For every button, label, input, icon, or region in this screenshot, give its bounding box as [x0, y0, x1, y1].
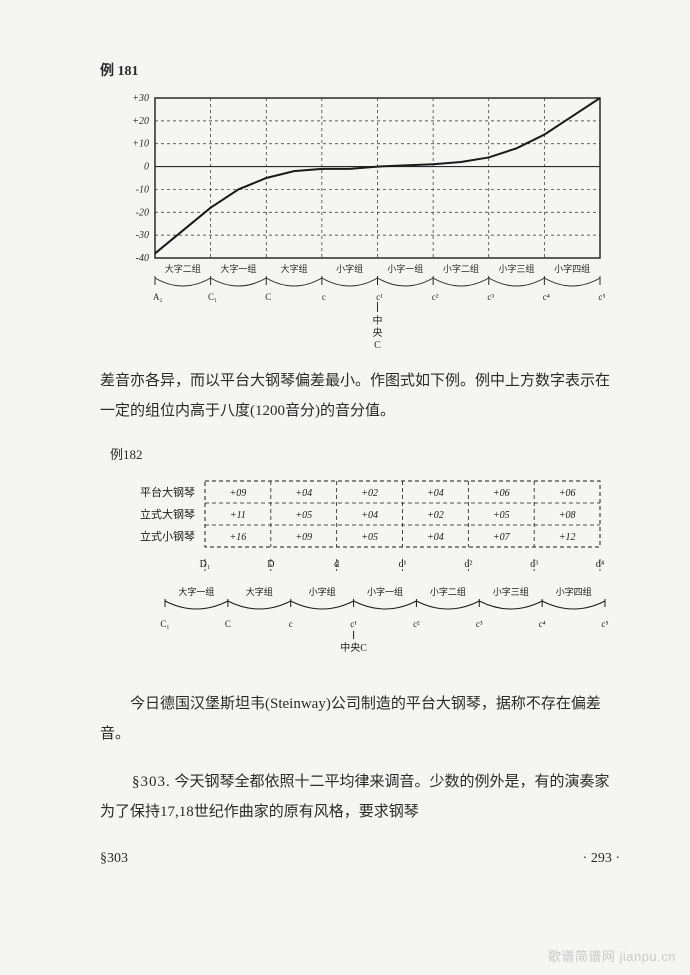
chart-181-container: +30 +20 +10 0 -10 -20 -30 -40 大字二组 大字一组 大字组 小字组 小字一组…: [110, 88, 610, 348]
svg-text:小字一组: 小字一组: [367, 586, 403, 597]
svg-text:+20: +20: [132, 116, 149, 127]
svg-text:小字四组: 小字四组: [554, 263, 590, 274]
svg-text:c: c: [322, 292, 326, 302]
table-182-svg: 平台大钢琴立式大钢琴立式小钢琴 +09 +04 +02 +04 +06 +06 +11 +05 +…: [110, 471, 610, 671]
svg-text:c²: c²: [432, 292, 439, 302]
svg-text:-40: -40: [136, 253, 149, 264]
paragraph-3: §303. 今天钢琴全都依照十二平均律来调音。少数的例外是，有的演奏家为了保持1…: [100, 767, 620, 827]
svg-text:立式大钢琴: 立式大钢琴: [140, 507, 195, 521]
svg-text:+04: +04: [427, 488, 444, 499]
svg-text:d⁴: d⁴: [596, 559, 605, 570]
footer-section-ref: §303: [100, 851, 128, 867]
example-182-label: 例182: [110, 444, 620, 463]
table-182-container: 平台大钢琴立式大钢琴立式小钢琴 +09 +04 +02 +04 +06 +06 +11 +05 +…: [110, 471, 610, 671]
svg-text:+09: +09: [295, 532, 312, 543]
svg-text:+02: +02: [361, 488, 378, 499]
svg-text:C: C: [225, 619, 231, 629]
svg-text:+04: +04: [427, 532, 444, 543]
svg-text:立式小钢琴: 立式小钢琴: [140, 529, 195, 543]
svg-text:-10: -10: [136, 184, 149, 195]
svg-text:央: 央: [373, 326, 383, 339]
svg-text:c⁵: c⁵: [601, 619, 608, 629]
svg-text:d¹: d¹: [399, 559, 407, 570]
svg-text:c³: c³: [487, 292, 494, 302]
svg-text:+05: +05: [493, 510, 510, 521]
svg-text:+30: +30: [132, 93, 149, 104]
svg-text:小字组: 小字组: [336, 263, 363, 274]
svg-text:+08: +08: [559, 510, 576, 521]
svg-text:c¹: c¹: [376, 292, 383, 302]
page-footer: §303 · 293 ·: [100, 851, 620, 867]
svg-text:d: d: [334, 559, 339, 570]
svg-text:小字二组: 小字二组: [443, 263, 479, 274]
paragraph-2: 今日德国汉堡斯坦韦(Steinway)公司制造的平台大钢琴，据称不存在偏差音。: [100, 689, 620, 749]
svg-text:c²: c²: [413, 619, 420, 629]
svg-text:+04: +04: [295, 488, 312, 499]
svg-text:大字一组: 大字一组: [178, 586, 214, 597]
example-181-label: 例 181: [100, 60, 620, 80]
svg-text:C: C: [374, 340, 381, 348]
svg-text:中: 中: [373, 314, 383, 327]
svg-text:A₂: A₂: [153, 292, 163, 302]
svg-text:c¹: c¹: [350, 619, 357, 629]
svg-text:d²: d²: [464, 559, 472, 570]
svg-text:-30: -30: [136, 230, 149, 241]
svg-text:c⁵: c⁵: [598, 292, 605, 302]
paragraph-1: 差音亦各异，而以平台大钢琴偏差最小。作图式如下例。例中上方数字表示在一定的组位内…: [100, 366, 620, 426]
svg-text:D₁: D₁: [200, 559, 211, 570]
svg-text:D: D: [267, 559, 274, 570]
svg-text:C₁: C₁: [208, 292, 217, 302]
svg-text:+09: +09: [230, 488, 247, 499]
svg-text:+05: +05: [361, 532, 378, 543]
svg-text:小字二组: 小字二组: [430, 586, 466, 597]
svg-text:+02: +02: [427, 510, 444, 521]
footer-page-number: · 293 ·: [583, 851, 620, 867]
svg-text:-20: -20: [136, 207, 149, 218]
svg-text:小字三组: 小字三组: [493, 586, 529, 597]
svg-text:+04: +04: [361, 510, 378, 521]
svg-text:+12: +12: [559, 532, 576, 543]
svg-text:C₁: C₁: [160, 619, 169, 629]
svg-text:+10: +10: [132, 139, 149, 150]
svg-text:+05: +05: [295, 510, 312, 521]
svg-text:+06: +06: [493, 488, 510, 499]
section-303-heading: §303.: [100, 774, 171, 790]
svg-text:+16: +16: [230, 532, 247, 543]
svg-text:平台大钢琴: 平台大钢琴: [140, 485, 195, 499]
svg-text:小字组: 小字组: [309, 586, 336, 597]
svg-text:小字三组: 小字三组: [499, 263, 535, 274]
svg-text:+11: +11: [230, 510, 246, 521]
svg-text:C: C: [265, 292, 271, 302]
svg-text:c⁴: c⁴: [543, 292, 550, 302]
svg-text:小字四组: 小字四组: [556, 586, 592, 597]
chart-181-svg: +30 +20 +10 0 -10 -20 -30 -40 大字二组 大字一组 大字组 小字组 小字一组…: [110, 88, 610, 348]
svg-text:大字二组: 大字二组: [165, 263, 201, 274]
svg-text:c⁴: c⁴: [539, 619, 546, 629]
svg-text:大字一组: 大字一组: [220, 263, 256, 274]
svg-text:+06: +06: [559, 488, 576, 499]
svg-text:0: 0: [144, 162, 149, 173]
svg-text:+07: +07: [493, 532, 511, 543]
watermark: 歌谱简谱网 jianpu.cn: [548, 946, 676, 965]
svg-text:大字组: 大字组: [246, 586, 273, 597]
svg-text:小字一组: 小字一组: [387, 263, 423, 274]
paragraph-3-body: 今天钢琴全都依照十二平均律来调音。少数的例外是，有的演奏家为了保持17,18世纪…: [100, 774, 610, 820]
svg-text:大字组: 大字组: [281, 263, 308, 274]
svg-text:c: c: [289, 619, 293, 629]
svg-text:d³: d³: [530, 559, 538, 570]
svg-text:c³: c³: [476, 619, 483, 629]
svg-text:中央C: 中央C: [340, 641, 367, 654]
